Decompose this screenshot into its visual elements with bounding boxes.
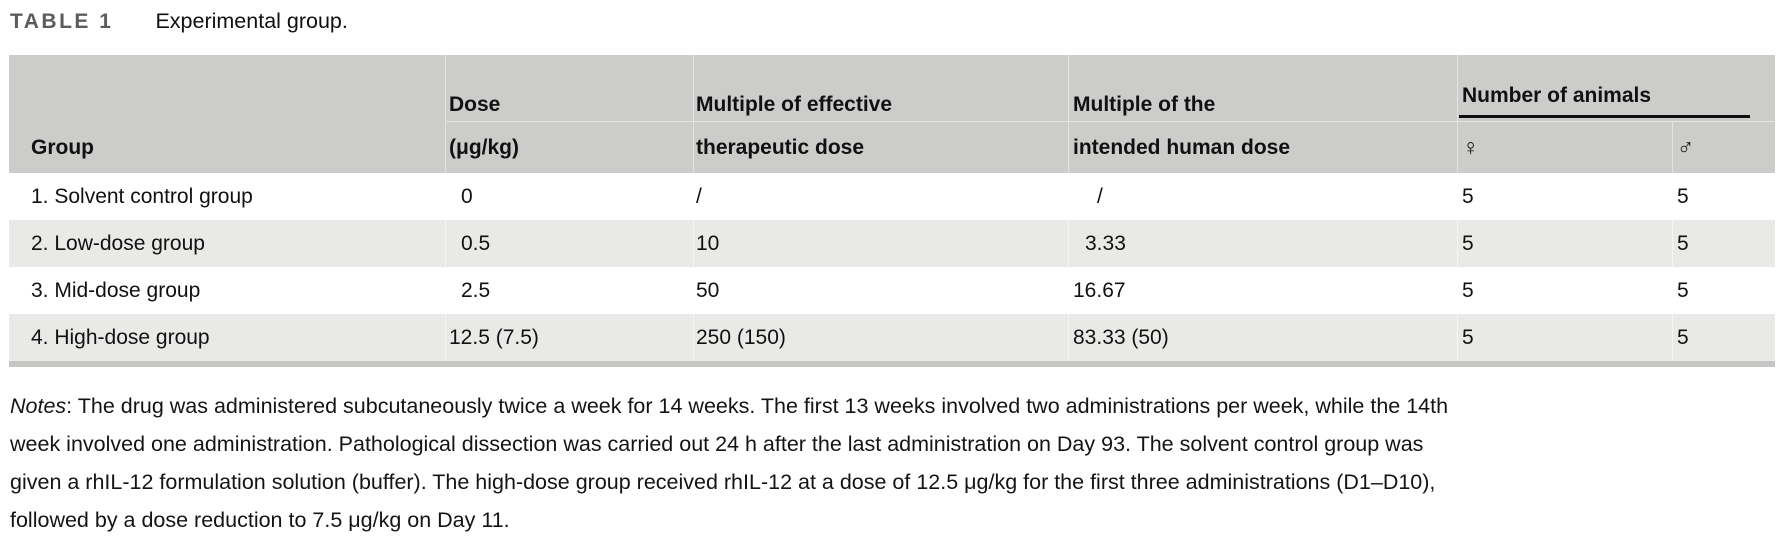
column-header-multiple-effective: therapeutic dose [693,122,1068,173]
table-cell-males: 5 [1677,185,1689,208]
column-header-male-icon: ♂ [1672,122,1775,173]
notes-line-text: : The drug was administered subcutaneous… [66,394,1449,418]
number-of-animals-rule [1459,115,1750,118]
table-cell-males: 5 [1672,220,1775,267]
table-cell-males: 5 [1672,314,1775,361]
table-cell-multiple-effective: / [696,185,702,208]
table-cell-dose: 0 [461,185,473,208]
table-cell-dose: 0.5 [445,220,693,267]
notes-line: followed by a dose reduction to 7.5 μg/k… [10,508,510,532]
experimental-group-table: Group Dose (μg/kg) Multiple of effective the… [9,55,1775,367]
notes-line: week involved one administration. Pathol… [10,432,1424,456]
table-cell-dose: 12.5 (7.5) [445,314,693,361]
table-cell-multiple-effective: 10 [693,220,1068,267]
table-cell-multiple-human: 83.33 (50) [1068,314,1457,361]
column-header-group: Group [9,55,445,173]
column-header-female-icon: ♀ [1457,122,1672,173]
notes-line: given a rhIL-12 formulation solution (bu… [10,470,1436,494]
notes-label: Notes [10,394,67,418]
table-title: TABLE 1 Experimental group. [10,9,1780,37]
table-notes: Notes: The drug was administered subcuta… [10,387,1780,539]
table-caption: Experimental group. [155,9,348,33]
table-cell-multiple-human: 16.67 [1073,279,1126,302]
table-cell-group: 3. Mid-dose group [31,279,201,302]
column-group-header-number-of-animals: Number of animals [1457,55,1775,122]
column-header-multiple-effective-top: Multiple of effective [693,55,1068,122]
table-cell-multiple-human: / [1097,185,1103,208]
table-cell-dose: 2.5 [461,279,491,302]
table-cell-males: 5 [1677,279,1689,302]
table-cell-group: 4. High-dose group [9,314,445,361]
table-cell-females: 5 [1457,220,1672,267]
table-cell-group: 2. Low-dose group [9,220,445,267]
column-header-dose: (μg/kg) [445,122,693,173]
table-grid: Group Dose (μg/kg) Multiple of effective the… [9,55,1775,361]
table-cell-multiple-effective: 50 [696,279,720,302]
table-number-label: TABLE 1 [10,10,114,33]
table-bottom-border [9,361,1775,367]
column-header-dose-top: Dose [445,55,693,122]
table-cell-multiple-human: 3.33 [1068,220,1457,267]
table-cell-females: 5 [1457,314,1672,361]
column-header-multiple-human: intended human dose [1068,122,1457,173]
notes-line: Notes: The drug was administered subcuta… [10,387,1780,425]
table-cell-group: 1. Solvent control group [31,185,253,208]
table-cell-multiple-effective: 250 (150) [693,314,1068,361]
table-cell-females: 5 [1462,185,1474,208]
table-cell-females: 5 [1462,279,1474,302]
column-header-multiple-human-top: Multiple of the [1068,55,1457,122]
